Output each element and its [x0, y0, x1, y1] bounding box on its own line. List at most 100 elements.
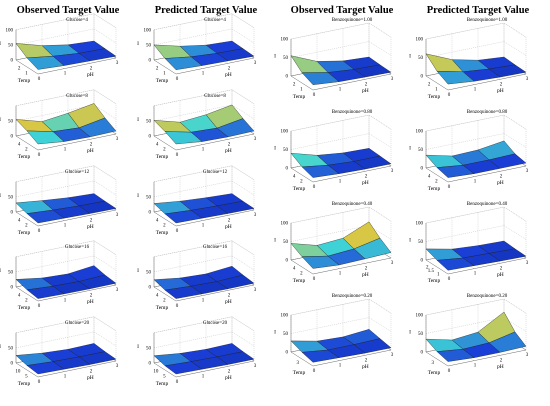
temp-tick-label: 3 — [297, 361, 300, 366]
ph-tick-label: 2 — [90, 218, 93, 223]
temp-axis-label: Temp — [428, 94, 441, 100]
surface-panel: Benzoquinone=0.20 0 50 100 I 0 1 2 3 pH 3 Temp — [409, 294, 529, 376]
ph-tick-label: 0 — [176, 229, 179, 234]
z-tick-label: 100 — [281, 130, 289, 135]
ph-tick-label: 2 — [500, 266, 503, 271]
ph-tick-label: 3 — [254, 213, 257, 218]
temp-tick-label: 4 — [156, 219, 159, 224]
z-tick-label: 100 — [281, 222, 289, 227]
z-tick-label: 50 — [8, 43, 14, 48]
temp-tick-label: 2 — [300, 179, 303, 184]
z-tick-label: 50 — [418, 56, 424, 61]
ph-tick-label: 2 — [365, 82, 368, 87]
ph-tick-label: 3 — [526, 169, 529, 174]
ph-tick-label: 0 — [313, 277, 316, 282]
z-tick-label: 50 — [146, 119, 152, 124]
panel-title: Benzoquinone=0.20 — [332, 294, 373, 299]
z-tick-label: 0 — [286, 259, 289, 264]
ph-axis-label: pH — [87, 299, 94, 305]
ph-tick-label: 3 — [254, 137, 257, 142]
ph-tick-label: 1 — [474, 88, 477, 93]
ph-axis-label: pH — [497, 180, 504, 186]
temp-tick-label: 4 — [428, 175, 431, 180]
temp-tick-label: 2 — [428, 83, 431, 88]
ph-tick-label: 1 — [64, 148, 67, 153]
temp-tick-label: 1 — [163, 71, 166, 76]
ph-tick-label: 3 — [116, 288, 119, 293]
ph-tick-label: 1 — [474, 272, 477, 277]
surface-facet — [436, 165, 475, 178]
panel-title: Glucose=12 — [65, 170, 90, 175]
z-tick-label: 100 — [416, 130, 424, 135]
z-tick-label: 100 — [416, 314, 424, 319]
z-gridline — [153, 255, 255, 273]
z-tick-label: 0 — [286, 167, 289, 172]
panel-title: Glucose=8 — [66, 94, 88, 99]
ph-tick-label: 2 — [500, 174, 503, 179]
ph-tick-label: 1 — [64, 375, 67, 380]
ph-tick-label: 2 — [90, 293, 93, 298]
z-tick-label: 0 — [11, 59, 14, 64]
ph-axis-label: pH — [87, 375, 94, 381]
ph-tick-label: 1 — [339, 88, 342, 93]
ph-tick-label: 1 — [202, 148, 205, 153]
ph-tick-label: 2 — [90, 369, 93, 374]
ph-tick-label: 3 — [116, 61, 119, 66]
temp-tick-label: 5 — [163, 374, 166, 379]
ph-tick-label: 3 — [391, 261, 394, 266]
z-axis-label: I — [274, 330, 276, 336]
temp-axis-label: Temp — [428, 186, 441, 192]
ph-tick-label: 0 — [448, 93, 451, 98]
z-gridline — [153, 104, 255, 122]
surface-facet — [301, 349, 340, 363]
z-tick-label: 50 — [146, 43, 152, 48]
ph-tick-label: 0 — [313, 93, 316, 98]
panel-title: Glucose=20 — [65, 321, 90, 326]
z-axis-label: I — [274, 54, 276, 60]
ph-axis-label: pH — [87, 224, 94, 230]
temp-tick-label: 10 — [153, 370, 159, 375]
temp-tick-label: 2 — [163, 223, 166, 228]
ph-axis-label: pH — [87, 148, 94, 154]
z-tick-label: 50 — [8, 195, 14, 200]
temp-axis-label: Temp — [156, 381, 169, 387]
ph-tick-label: 3 — [391, 353, 394, 358]
surface-facet — [26, 209, 65, 224]
surface-facet — [164, 361, 203, 375]
ph-tick-label: 0 — [38, 153, 41, 158]
ph-tick-label: 3 — [116, 364, 119, 369]
z-tick-label: 50 — [8, 270, 14, 275]
z-axis-label: I — [137, 344, 139, 350]
side-wall — [93, 13, 117, 59]
temp-tick-label: 2 — [25, 147, 28, 152]
ph-tick-label: 1 — [339, 364, 342, 369]
ph-tick-label: 3 — [526, 353, 529, 358]
z-tick-label: 0 — [149, 286, 152, 291]
z-tick-label: 50 — [283, 240, 289, 245]
z-axis-label: I — [0, 193, 1, 199]
surface-facet — [26, 130, 65, 145]
ph-axis-label: pH — [362, 272, 369, 278]
z-gridline — [290, 22, 392, 40]
temp-tick-label: 4 — [293, 175, 296, 180]
ph-tick-label: 1 — [202, 224, 205, 229]
z-tick-label: 0 — [149, 59, 152, 64]
ph-tick-label: 0 — [176, 77, 179, 82]
z-axis-label: I — [274, 238, 276, 244]
ph-tick-label: 0 — [38, 77, 41, 82]
ph-tick-label: 2 — [228, 142, 231, 147]
z-gridline — [425, 298, 527, 316]
temp-tick-label: 4 — [156, 143, 159, 148]
z-axis-label: I — [409, 238, 411, 244]
panel-title: Benzoquinone=0.40 — [332, 202, 373, 207]
ph-tick-label: 3 — [254, 364, 257, 369]
z-gridline — [153, 331, 255, 349]
z-axis-label: I — [137, 41, 139, 47]
temp-tick-label: 2 — [426, 266, 429, 271]
surface-facet — [26, 56, 65, 70]
panel-title: Glucose=4 — [66, 18, 88, 23]
temp-axis-label: Temp — [293, 370, 306, 376]
